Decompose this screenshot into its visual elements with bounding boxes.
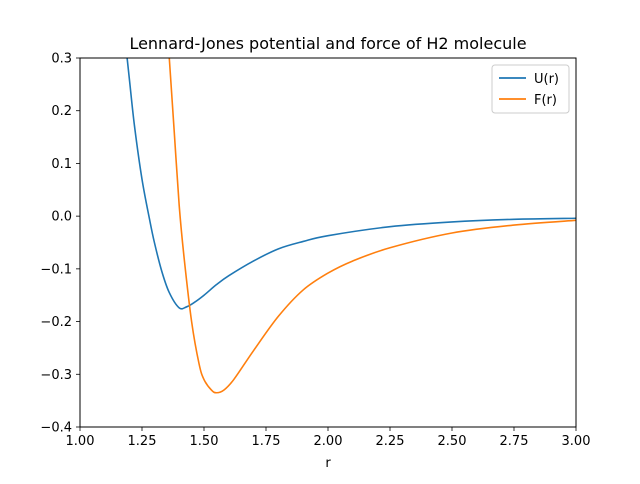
series-layer bbox=[126, 58, 576, 394]
y-tick-label: −0.1 bbox=[40, 262, 72, 277]
y-tick-label: −0.4 bbox=[40, 421, 72, 436]
chart-title: Lennard-Jones potential and force of H2 … bbox=[129, 34, 526, 53]
x-axis-ticks: 1.00 1.25 1.50 1.75 2.00 2.25 2.50 2.75 3.00 bbox=[66, 427, 591, 449]
x-tick-label: 1.00 bbox=[66, 434, 95, 449]
plot-area bbox=[80, 58, 576, 427]
x-tick-label: 1.25 bbox=[128, 434, 157, 449]
y-tick-label: 0.3 bbox=[51, 52, 72, 67]
series-line-u bbox=[126, 58, 576, 310]
x-tick-label: 1.75 bbox=[252, 434, 281, 449]
y-tick-label: 0.0 bbox=[51, 210, 72, 225]
x-axis-label: r bbox=[325, 456, 331, 471]
legend-box bbox=[491, 64, 570, 114]
x-tick-label: 1.50 bbox=[190, 434, 219, 449]
y-tick-label: −0.3 bbox=[40, 368, 72, 383]
y-tick-label: −0.2 bbox=[40, 315, 72, 330]
x-tick-label: 2.25 bbox=[376, 434, 405, 449]
y-tick-label: 0.1 bbox=[51, 157, 72, 172]
legend: U(r) F(r) bbox=[491, 64, 570, 114]
x-tick-label: 3.00 bbox=[562, 434, 591, 449]
legend-label: U(r) bbox=[534, 72, 559, 87]
series-line-f bbox=[168, 58, 576, 394]
x-tick-label: 2.75 bbox=[500, 434, 529, 449]
x-tick-label: 2.50 bbox=[438, 434, 467, 449]
x-tick-label: 2.00 bbox=[314, 434, 343, 449]
y-tick-label: 0.2 bbox=[51, 104, 72, 119]
y-axis-ticks: −0.4 −0.3 −0.2 −0.1 0.0 0.1 0.2 0.3 bbox=[40, 52, 80, 436]
legend-label: F(r) bbox=[534, 93, 557, 108]
